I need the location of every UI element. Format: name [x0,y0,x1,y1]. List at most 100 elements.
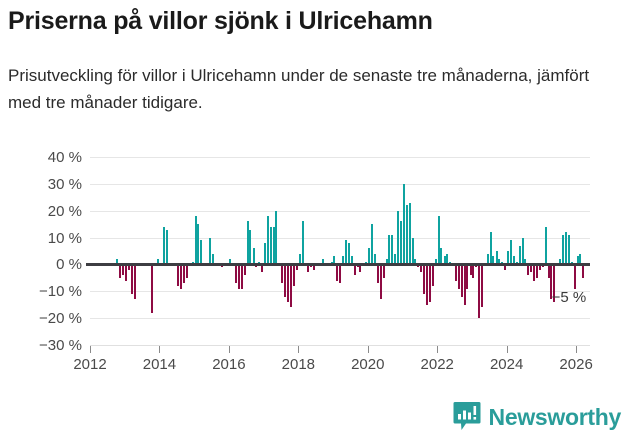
bar [353,264,356,276]
bar [200,240,203,265]
gridline [90,210,590,212]
bar [179,264,182,289]
bar [394,253,397,265]
bar [313,264,316,270]
bar [579,253,582,265]
bar [437,216,440,265]
bar [209,237,212,265]
bar [507,251,510,265]
gridline [90,237,590,239]
bar [290,264,293,308]
bar [391,234,394,265]
bar [561,234,564,265]
bar [350,256,353,265]
bar [420,264,423,273]
bar [396,210,399,265]
bar [509,240,512,265]
bar [443,256,446,265]
bar [116,259,119,265]
bar [400,221,403,265]
bar [486,253,489,265]
bar [481,264,483,308]
bar-chart: 40 % 30 % 20 % 10 % 0 % −10 % −20 % −30 % 2012 2… [0,140,631,390]
bar [573,264,576,289]
bar [194,216,197,265]
bar [287,264,290,303]
bar [237,264,240,289]
x-axis-tick-label: 2020 [351,356,385,373]
logo-wordmark: Newsworthy [488,403,622,430]
bar [533,264,536,281]
x-axis-tick [367,346,369,353]
bar [504,264,507,270]
bar [292,264,295,286]
bar [521,237,524,265]
bar [342,256,345,265]
x-axis-tick-label: 2024 [489,356,524,373]
gridline [90,183,590,185]
bar [127,264,130,270]
bar [515,261,518,265]
x-axis-tick [90,346,91,353]
bar [177,264,180,286]
bar [307,264,310,273]
bar [235,264,238,284]
bar [382,264,385,278]
bar [336,264,339,281]
plot-area [86,157,590,346]
bar [243,264,246,276]
bar [524,259,527,265]
x-axis-tick-label: 2018 [281,356,316,373]
bar [495,251,498,265]
x-axis-line [90,345,590,346]
bar [165,229,168,265]
bar [440,248,443,265]
y-axis-tick-label: 0 % [56,256,82,274]
bar [559,259,562,265]
bar [197,224,200,265]
x-axis-tick [437,346,439,353]
bar [431,264,434,286]
x-axis: 2012 2014 2016 2018 2020 2022 2024 2026 [73,345,593,385]
bar [151,264,154,313]
bar [457,264,460,289]
bar [428,264,431,303]
gridline [90,318,590,320]
y-axis-tick-label: −30 % [39,337,82,354]
bar [544,226,547,265]
page-subtitle: Prisutveckling för villor i Ulricehamn u… [8,66,590,112]
bar [295,264,298,270]
x-axis-tick-label: 2026 [559,356,593,373]
bar [370,224,373,265]
x-axis-tick-label: 2014 [142,356,177,373]
y-axis-tick-label: 30 % [47,175,82,193]
bar [385,259,388,265]
bar [249,229,252,265]
newsworthy-logo[interactable]: Newsworthy [453,399,621,435]
bar [211,253,214,265]
bar [379,264,382,300]
bar [333,256,336,265]
bar [229,259,232,265]
x-axis-tick [298,346,300,353]
bar [125,264,128,281]
bar [539,264,541,270]
bar [405,205,408,265]
x-axis-tick-label: 2022 [420,356,454,373]
y-axis-tick-label: 20 % [47,202,82,220]
x-axis-tick-label: 2016 [212,356,246,373]
y-axis-tick-label: 10 % [47,229,82,247]
bar [446,253,449,265]
bar [466,264,469,289]
bar [449,261,452,265]
bar [258,261,261,265]
bar [423,264,426,294]
bar [261,264,264,273]
bar [576,256,579,265]
bar-chart-bubble-icon [453,401,481,433]
bar [376,264,379,284]
bar [414,259,417,265]
bar [454,264,457,281]
bar [402,183,405,265]
bar [266,216,269,265]
